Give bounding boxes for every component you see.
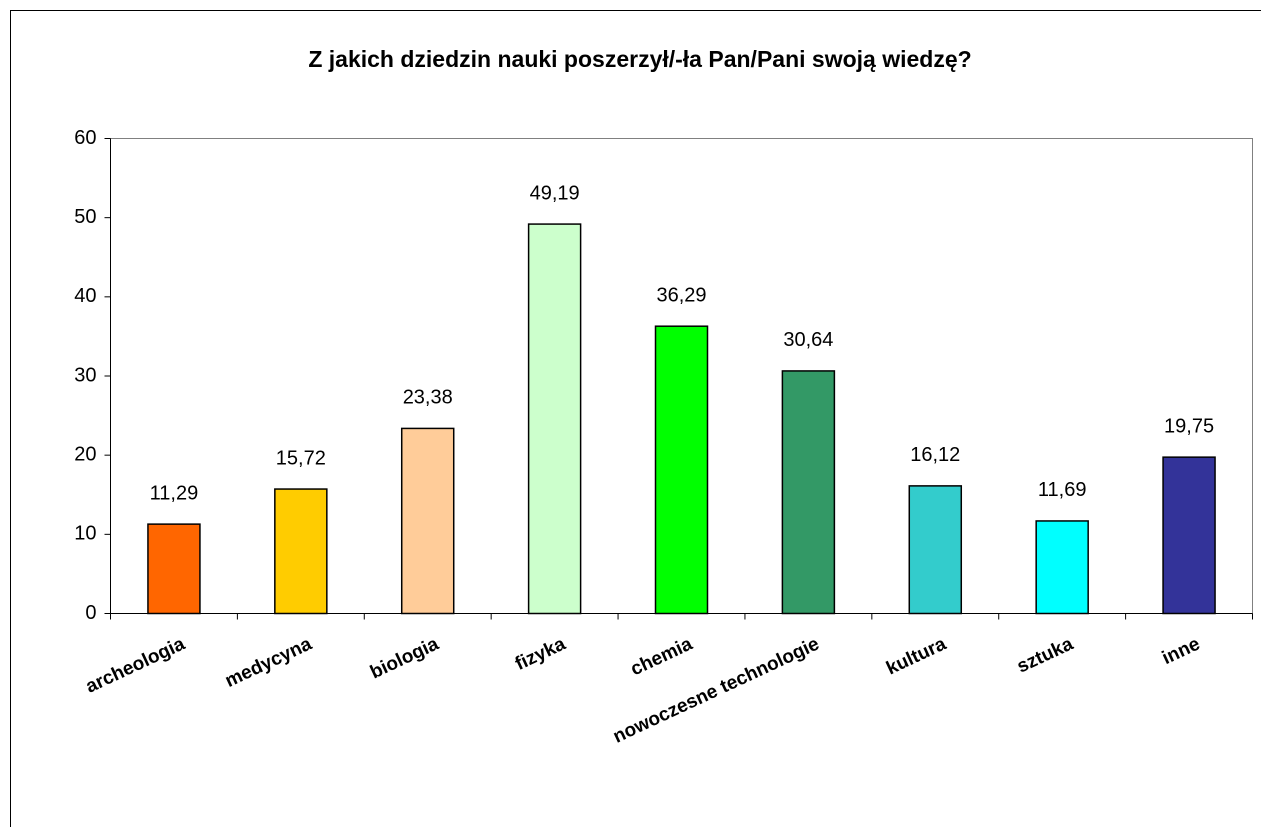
- y-tick-label: 60: [74, 127, 96, 149]
- y-tick-label: 30: [74, 364, 96, 386]
- bar: [656, 326, 708, 613]
- value-label: 30,64: [783, 329, 833, 351]
- y-tick-label: 0: [85, 602, 96, 624]
- y-tick-label: 10: [74, 523, 96, 545]
- bar: [148, 524, 200, 613]
- bar: [275, 489, 327, 613]
- y-tick-label: 20: [74, 443, 96, 465]
- chart-title: Z jakich dziedzin nauki poszerzył/-ła Pa…: [308, 46, 971, 72]
- bar: [1036, 521, 1088, 614]
- y-tick-label: 50: [74, 206, 96, 228]
- value-label: 49,19: [530, 182, 580, 204]
- value-label: 36,29: [656, 284, 706, 306]
- bar: [909, 486, 961, 614]
- value-label: 11,69: [1038, 479, 1087, 501]
- bar: [529, 224, 581, 613]
- value-label: 23,38: [403, 387, 453, 409]
- value-label: 16,12: [910, 444, 960, 466]
- bar: [782, 371, 834, 614]
- value-label: 11,29: [150, 482, 199, 504]
- y-tick-label: 40: [74, 285, 96, 307]
- bar: [1163, 457, 1215, 613]
- value-label: 15,72: [276, 447, 326, 469]
- value-label: 19,75: [1164, 415, 1214, 437]
- bar: [402, 428, 454, 613]
